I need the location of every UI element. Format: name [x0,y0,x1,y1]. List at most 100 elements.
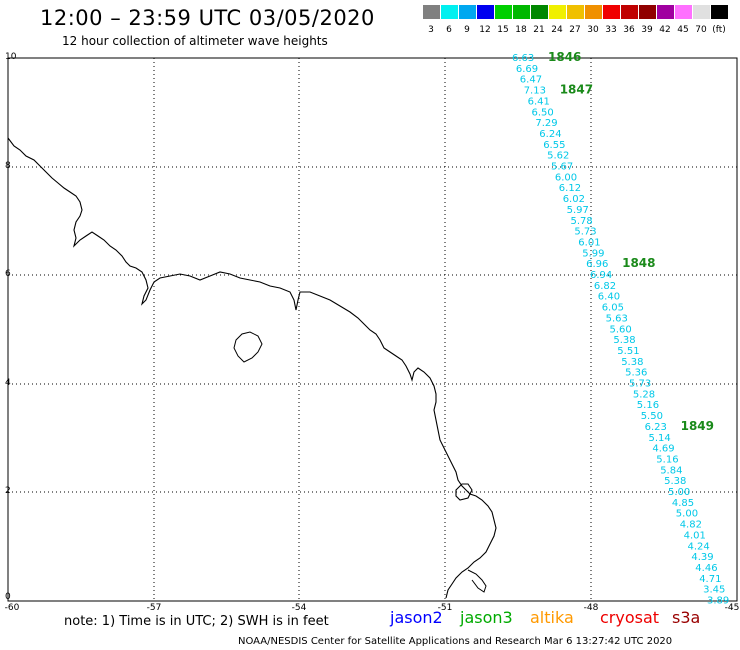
swh-value-label: 5.60 [610,324,632,335]
color-swatch-label: 39 [641,25,653,35]
reservoir-outline [233,331,263,363]
color-swatch-label: 3 [428,25,434,35]
swh-value-label: 4.01 [684,530,706,541]
color-swatch [441,5,458,19]
x-tick-label: -48 [583,603,599,613]
color-swatch [459,5,476,19]
swh-value-label: 6.02 [563,194,585,205]
color-swatch [585,5,602,19]
swh-value-label: 5.97 [567,205,589,216]
swh-value-label: 5.36 [625,368,647,379]
swh-value-label: 5.62 [547,151,569,162]
color-swatch [639,5,656,19]
color-swatch [693,5,710,19]
swh-value-label: 4.85 [672,498,694,509]
swh-value-label: 5.67 [551,162,573,173]
color-swatch [513,5,530,19]
x-tick-label: -54 [291,603,307,613]
color-swatch-label: 33 [605,25,617,35]
pass-time-label: 1849 [681,419,714,433]
swh-value-label: 5.73 [629,379,651,390]
lat-lon-grid [8,58,737,601]
swh-value-label: 6.41 [528,96,550,107]
swh-value-label: 5.28 [633,389,655,400]
swh-value-label: 4.69 [652,444,674,455]
y-tick-label: 10 [5,52,17,62]
swh-value-label: 5.16 [637,400,659,411]
swh-value-label: 5.16 [656,454,678,465]
color-swatch-label: 6 [446,25,452,35]
y-tick-label: 2 [5,486,11,496]
altimeter-track: 6.636.696.477.136.416.507.296.246.555.62… [512,50,740,607]
swh-value-label: 5.84 [660,465,682,476]
x-tick-label: -45 [724,603,740,613]
color-swatch-label: 27 [569,25,581,35]
swh-value-label: 3.45 [703,585,725,596]
satellite-legend-s3a: s3a [672,608,701,627]
swh-value-label: 6.24 [539,129,561,140]
swh-value-label: 6.63 [512,53,534,64]
color-swatch [549,5,566,19]
swh-value-label: 6.82 [594,281,616,292]
color-swatch [423,5,440,19]
swh-value-label: 4.24 [688,541,710,552]
swh-value-label: 5.63 [606,313,628,324]
swh-value-label: 6.00 [555,172,577,183]
x-tick-label: -60 [4,603,20,613]
coastline-bay [467,569,487,593]
color-swatch [675,5,692,19]
swh-value-label: 6.55 [543,140,565,151]
y-tick-label: 0 [5,592,11,602]
color-swatch-label: 36 [623,25,635,35]
swh-value-label: 6.01 [578,237,600,248]
x-tick-label: -51 [437,603,453,613]
x-tick-label: -57 [146,603,162,613]
swh-value-label: 5.51 [617,346,639,357]
y-tick-label: 8 [5,161,11,171]
pass-time-label: 1846 [548,50,581,64]
color-swatch-label: 15 [497,25,509,35]
swh-value-label: 6.94 [590,270,612,281]
y-tick-label: 6 [5,269,11,279]
satellite-legend-cryosat: cryosat [600,608,660,627]
swh-value-label: 3.89 [707,596,729,607]
swh-value-label: 5.73 [574,227,596,238]
swh-value-label: 5.14 [649,433,671,444]
swh-value-label: 4.39 [691,552,713,563]
color-swatch [711,5,728,19]
swh-value-label: 4.46 [695,563,717,574]
color-swatch [603,5,620,19]
credit-line: NOAA/NESDIS Center for Satellite Applica… [238,636,673,647]
swh-value-label: 7.13 [524,86,546,97]
color-swatch [495,5,512,19]
swh-value-label: 4.71 [699,574,721,585]
color-swatch [621,5,638,19]
color-swatch [477,5,494,19]
swh-value-label: 5.00 [676,509,698,520]
color-swatch [531,5,548,19]
y-tick-label: 4 [5,378,11,388]
color-swatch [657,5,674,19]
swh-value-label: 5.38 [621,357,643,368]
pass-time-label: 1848 [622,256,655,270]
color-swatch-label: (ft) [712,25,726,35]
swh-value-label: 5.78 [571,216,593,227]
map-frame [7,57,738,602]
satellite-legend-jason2: jason2 [390,608,443,627]
swh-value-label: 6.23 [645,422,667,433]
swh-value-label: 6.05 [602,303,624,314]
color-swatch-label: 42 [659,25,671,35]
swh-value-label: 6.40 [598,292,620,303]
color-swatch-label: 18 [515,25,527,35]
swh-value-label: 6.50 [532,107,554,118]
color-swatch-label: 12 [479,25,491,35]
coastline-estuary [455,483,473,501]
color-swatch [567,5,584,19]
color-swatch-label: 45 [677,25,689,35]
map-title: 12:00 – 23:59 UTC 03/05/2020 [40,6,375,30]
swh-value-label: 5.38 [664,476,686,487]
footer-note: note: 1) Time is in UTC; 2) SWH is in fe… [64,614,329,629]
color-swatch-label: 21 [533,25,545,35]
swh-value-label: 6.12 [559,183,581,194]
color-swatch-label: 24 [551,25,563,35]
